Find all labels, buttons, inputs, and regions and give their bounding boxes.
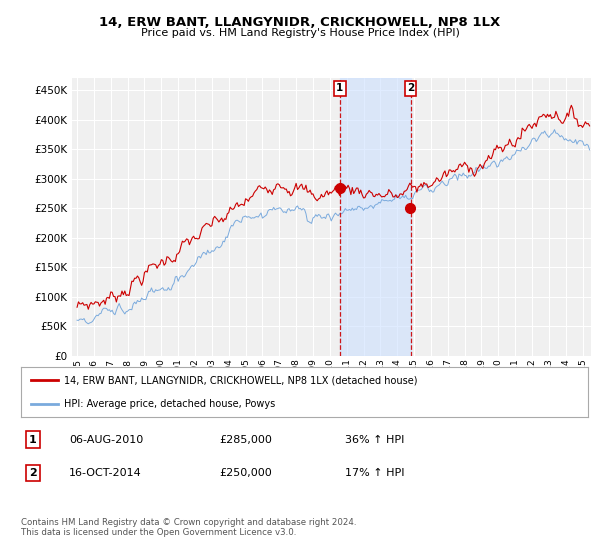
Text: 14, ERW BANT, LLANGYNIDR, CRICKHOWELL, NP8 1LX (detached house): 14, ERW BANT, LLANGYNIDR, CRICKHOWELL, N…: [64, 375, 417, 385]
Text: 2: 2: [407, 83, 414, 94]
Text: £285,000: £285,000: [219, 435, 272, 445]
Text: 17% ↑ HPI: 17% ↑ HPI: [345, 468, 404, 478]
Text: 06-AUG-2010: 06-AUG-2010: [69, 435, 143, 445]
Text: 1: 1: [29, 435, 37, 445]
Text: 1: 1: [336, 83, 343, 94]
Text: 16-OCT-2014: 16-OCT-2014: [69, 468, 142, 478]
Text: Contains HM Land Registry data © Crown copyright and database right 2024.
This d: Contains HM Land Registry data © Crown c…: [21, 518, 356, 538]
Text: 36% ↑ HPI: 36% ↑ HPI: [345, 435, 404, 445]
Bar: [340, 78, 410, 356]
Text: 2: 2: [29, 468, 37, 478]
Text: HPI: Average price, detached house, Powys: HPI: Average price, detached house, Powy…: [64, 399, 275, 409]
Text: 14, ERW BANT, LLANGYNIDR, CRICKHOWELL, NP8 1LX: 14, ERW BANT, LLANGYNIDR, CRICKHOWELL, N…: [100, 16, 500, 29]
Text: £250,000: £250,000: [219, 468, 272, 478]
Text: Price paid vs. HM Land Registry's House Price Index (HPI): Price paid vs. HM Land Registry's House …: [140, 28, 460, 38]
